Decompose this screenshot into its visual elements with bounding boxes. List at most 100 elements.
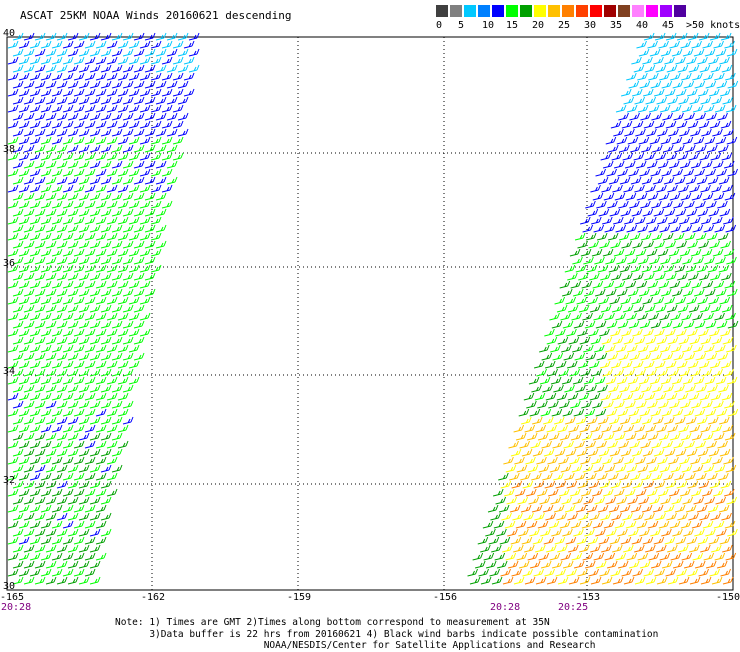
wind-barb xyxy=(520,472,531,481)
wind-barb xyxy=(56,560,68,569)
wind-barb xyxy=(12,288,24,297)
wind-barb xyxy=(531,504,543,513)
wind-barb xyxy=(89,224,101,233)
wind-barb xyxy=(78,160,90,169)
wind-barb xyxy=(78,192,90,201)
wind-barb xyxy=(705,320,717,329)
wind-barb xyxy=(641,384,652,393)
wind-barb xyxy=(89,384,101,393)
wind-barb xyxy=(117,424,129,433)
wind-barb xyxy=(634,96,646,105)
wind-barb xyxy=(726,496,738,505)
wind-barb xyxy=(706,232,718,241)
wind-barb xyxy=(539,376,551,385)
wind-barb xyxy=(543,416,554,425)
wind-barb xyxy=(692,464,704,473)
wind-barb xyxy=(574,352,586,361)
wind-barb xyxy=(621,328,632,337)
wind-barb xyxy=(669,520,681,529)
wind-barb xyxy=(562,320,574,329)
wind-barb xyxy=(73,136,85,145)
wind-barb xyxy=(29,488,41,497)
wind-barb xyxy=(605,256,616,265)
wind-barb xyxy=(702,280,714,289)
wind-barb xyxy=(23,400,35,409)
wind-barb xyxy=(580,368,591,377)
wind-barb xyxy=(106,280,118,289)
wind-barb xyxy=(144,48,156,57)
wind-barb xyxy=(117,360,129,369)
wind-barb xyxy=(586,264,598,273)
wind-barb xyxy=(51,456,63,465)
wind-barb xyxy=(684,200,695,209)
wind-barb xyxy=(630,504,642,513)
wind-barb xyxy=(639,80,651,89)
wind-barb xyxy=(702,432,714,441)
wind-barb xyxy=(714,104,726,113)
wind-barb xyxy=(683,408,695,417)
wind-barb xyxy=(84,456,96,465)
wind-barb xyxy=(95,504,107,513)
wind-barb xyxy=(183,88,195,97)
wind-barb xyxy=(62,136,74,145)
wind-barb xyxy=(588,240,599,249)
wind-barb xyxy=(106,264,118,273)
wind-barb xyxy=(567,272,578,281)
wind-barb xyxy=(40,200,52,209)
wind-barb xyxy=(620,208,632,217)
wind-barb xyxy=(632,480,644,489)
wind-barb xyxy=(95,72,107,81)
wind-barb xyxy=(622,304,634,313)
wind-barb xyxy=(12,80,24,89)
wind-barb xyxy=(691,280,703,289)
wind-barb xyxy=(56,544,68,553)
wind-barb xyxy=(172,72,184,81)
wind-barb xyxy=(51,72,63,81)
wind-barb xyxy=(675,448,687,457)
note-line-1: Note: 1) Times are GMT 2)Times along bot… xyxy=(115,617,550,628)
wind-barb xyxy=(100,96,112,105)
wind-barb xyxy=(693,136,705,145)
wind-barb xyxy=(605,288,617,297)
wind-barb xyxy=(95,440,107,449)
wind-barb xyxy=(34,256,46,265)
wind-barb xyxy=(719,208,731,217)
wind-barb xyxy=(155,192,167,201)
wind-barb xyxy=(7,280,19,289)
wind-barb xyxy=(639,408,651,417)
wind-barb xyxy=(139,168,151,177)
wind-barb xyxy=(78,432,90,441)
wind-barb xyxy=(45,144,57,153)
wind-barb xyxy=(671,344,682,353)
wind-barb xyxy=(626,72,637,81)
wind-barb xyxy=(603,192,615,201)
wind-barb xyxy=(714,552,726,561)
wind-barb xyxy=(709,360,721,369)
wind-barb xyxy=(699,512,710,521)
wind-barb xyxy=(710,392,722,401)
wind-barb xyxy=(573,408,585,417)
wind-barb xyxy=(23,48,35,57)
wind-barb xyxy=(579,424,591,433)
wind-barb xyxy=(625,192,637,201)
wind-barb xyxy=(561,288,573,297)
wind-barb xyxy=(657,248,669,257)
wind-barb xyxy=(638,496,650,505)
wind-barb xyxy=(615,224,627,233)
wind-barb xyxy=(680,432,692,441)
map-frame xyxy=(6,36,734,591)
wind-barb xyxy=(601,424,613,433)
wind-barb xyxy=(18,184,30,193)
wind-barb xyxy=(699,64,711,73)
wind-barb xyxy=(18,136,30,145)
wind-barb xyxy=(600,304,612,313)
wind-barb xyxy=(573,560,585,569)
wind-barb xyxy=(522,480,534,489)
wind-barb xyxy=(95,456,107,465)
wind-barb xyxy=(510,448,522,457)
wind-barb xyxy=(571,464,583,473)
wind-barb xyxy=(172,88,184,97)
wind-barb xyxy=(100,528,112,537)
wind-barb xyxy=(139,88,151,97)
wind-barb xyxy=(122,288,134,297)
